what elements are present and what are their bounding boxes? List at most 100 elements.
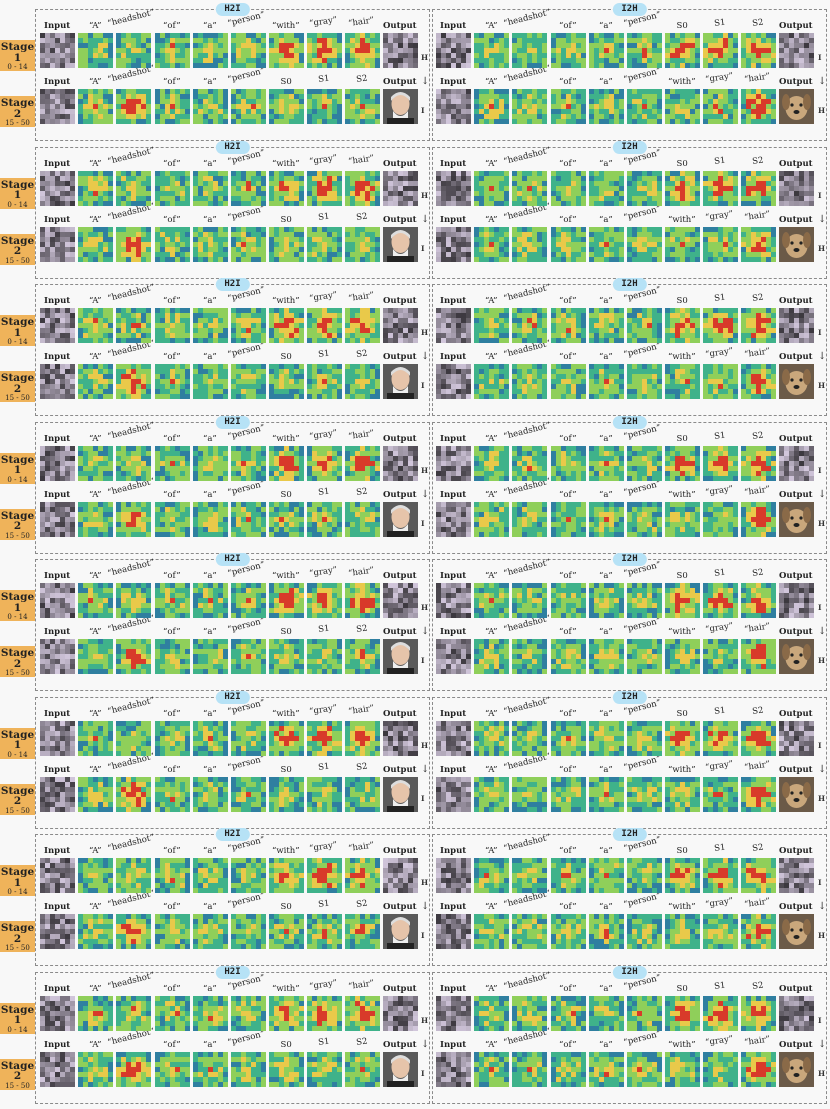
attention-heatmap (231, 33, 266, 68)
attention-heatmap (307, 89, 342, 124)
attention-heatmap (231, 89, 266, 124)
stage-number: 1 (13, 739, 22, 751)
attention-heatmap (474, 226, 509, 262)
modality-indicator: H (818, 793, 826, 803)
attention-heatmap (741, 995, 776, 1031)
attention-heatmap (231, 226, 266, 262)
attention-heatmap (665, 1051, 700, 1087)
modality-indicator: I (818, 1015, 822, 1025)
attention-heatmap (665, 720, 700, 756)
attention-heatmap (741, 639, 776, 674)
attention-heatmap (231, 445, 266, 481)
panel-title: H2I (215, 965, 250, 979)
stage-label: Stage (0, 178, 35, 191)
attention-heatmap (665, 364, 700, 399)
modality-indicator: H (818, 518, 826, 528)
arrow-down-icon: ↓ (421, 213, 430, 225)
output-label: Output (383, 1039, 417, 1050)
token-label: S1 (713, 705, 726, 717)
attention-heatmap (307, 639, 342, 674)
token-label: S2 (751, 430, 764, 442)
token-label: “of” (163, 158, 181, 169)
attention-heatmap (589, 501, 624, 537)
stage-label: Stage (0, 509, 35, 522)
attention-heatmap (307, 995, 342, 1031)
attention-heatmap (269, 501, 304, 537)
token-label: S2 (751, 842, 764, 854)
attention-heatmap (231, 583, 266, 618)
token-label: “of” (163, 352, 181, 362)
attention-heatmap (78, 89, 113, 124)
attention-heatmap (551, 995, 586, 1031)
token-label: S0 (676, 21, 688, 31)
token-label: “A” (89, 296, 102, 306)
attention-heatmap (155, 226, 190, 262)
stage-range: 15 - 50 (5, 944, 30, 952)
token-label: “a” (599, 902, 613, 912)
token-label: “a” (203, 983, 217, 994)
attention-heatmap (231, 776, 266, 812)
token-label: “A” (485, 352, 498, 362)
panel-title: H2I (215, 553, 250, 566)
noise-input-image (40, 995, 75, 1031)
noise-input-image (779, 308, 814, 343)
token-label: “a” (599, 433, 613, 444)
attention-heatmap (551, 583, 586, 618)
token-label: “with” (272, 21, 300, 31)
token-label: “of” (559, 214, 577, 225)
attention-heatmap (345, 776, 380, 812)
output-label: Output (779, 489, 813, 500)
token-label: S2 (751, 980, 764, 992)
h2i-panel: H2I (35, 965, 430, 1104)
token-label: “A” (89, 846, 102, 856)
token-label: “of” (559, 158, 577, 169)
arrow-down-icon: ↓ (818, 488, 827, 500)
attention-heatmap (474, 501, 509, 537)
noise-input-image (436, 914, 471, 949)
output-label: Output (779, 983, 813, 994)
attention-heatmap (345, 583, 380, 618)
attention-heatmap (269, 720, 304, 756)
attention-heatmap (155, 914, 190, 949)
input-label: Input (44, 433, 71, 444)
attention-heatmap (474, 858, 509, 893)
token-label: S0 (280, 1039, 292, 1050)
panel-title: I2H (612, 553, 647, 566)
noise-input-image (383, 445, 418, 481)
attention-heatmap (703, 995, 738, 1031)
attention-heatmap (665, 776, 700, 812)
token-label: “with” (668, 1039, 696, 1050)
attention-heatmap (512, 583, 547, 618)
attention-heatmap (155, 995, 190, 1031)
output-label: Output (779, 571, 813, 581)
token-label: S0 (280, 627, 292, 637)
arrow-down-icon: ↓ (421, 901, 430, 912)
noise-input-image (40, 720, 75, 756)
output-label: Output (383, 21, 417, 31)
attention-heatmap (116, 364, 151, 399)
token-label: “of” (163, 296, 181, 306)
stage-label: Stage (0, 866, 35, 878)
attention-heatmap (589, 170, 624, 206)
stage-1-badge: Stage 1 0 - 14 (0, 315, 35, 346)
noise-input-image (383, 308, 418, 343)
attention-heatmap (627, 583, 662, 618)
attention-heatmap (665, 639, 700, 674)
modality-indicator: I (421, 793, 425, 803)
noise-input-image (436, 583, 471, 618)
attention-heatmap (512, 226, 547, 262)
attention-heatmap (703, 226, 738, 262)
modality-indicator: H (421, 53, 429, 62)
attention-heatmap (627, 1051, 662, 1087)
stage-label: Stage (0, 453, 35, 466)
attention-heatmap (741, 1051, 776, 1087)
token-label: S0 (676, 846, 688, 856)
attention-heatmap (627, 445, 662, 481)
stage-range: 15 - 50 (5, 119, 30, 127)
noise-input-image (779, 720, 814, 756)
modality-indicator: H (421, 190, 429, 200)
stage-1-badge: Stage 1 0 - 14 (0, 590, 35, 621)
attention-heatmap (665, 308, 700, 343)
output-label: Output (779, 21, 813, 31)
token-label: “with” (272, 158, 300, 169)
